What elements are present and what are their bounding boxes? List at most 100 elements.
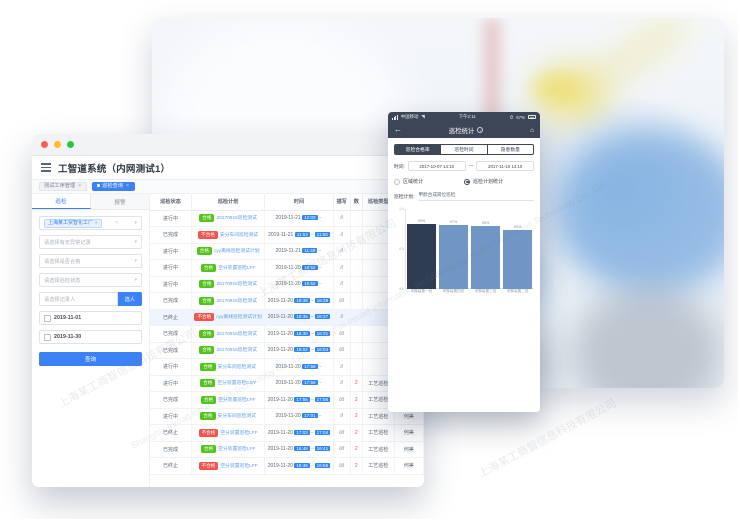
breadcrumb-tab-1[interactable]: 巡检查询 × (92, 181, 135, 192)
window-maximize-button[interactable] (67, 141, 74, 148)
plan-name[interactable]: 安分车间巡检测试 (217, 364, 256, 370)
plan-name[interactable]: 20170915巡检测试 (216, 282, 257, 288)
attachment-icon[interactable]: ∂∂ (338, 462, 345, 469)
attachment-icon[interactable]: ∂ (340, 281, 344, 288)
window-minimize-button[interactable] (54, 141, 61, 148)
chart-bar[interactable] (471, 226, 500, 289)
tab-alarm[interactable]: 报警 (91, 194, 149, 209)
cell-attachment[interactable]: ∂ (333, 226, 351, 244)
plan-name[interactable]: 空分装置巡检LFF (220, 463, 258, 469)
chart-bar-column[interactable]: 97% (439, 213, 468, 289)
attachment-icon[interactable]: ∂∂ (338, 396, 345, 403)
attachment-icon[interactable]: ∂∂ (338, 446, 345, 453)
cell-attachment[interactable]: ∂∂ (333, 391, 351, 409)
table-row[interactable]: 进行中 合格 安分车间巡检测试 2019-11-20 17:01– ∂ 2 工艺巡检 何美 (150, 408, 424, 425)
cell-attachment[interactable]: ∂ (333, 408, 351, 425)
attachment-icon[interactable]: ∂ (340, 363, 344, 370)
tab-inspection[interactable]: 巡检 (32, 194, 91, 209)
attachment-icon[interactable]: ∂∂ (338, 297, 345, 304)
window-close-button[interactable] (41, 141, 48, 148)
chevron-down-icon[interactable]: ▾ (134, 277, 137, 283)
chart-bar-column[interactable]: 90% (503, 213, 532, 289)
cell-attachment[interactable]: ∂∂ (333, 457, 351, 475)
cell-attachment[interactable]: ∂∂ (333, 342, 351, 359)
cell-attachment[interactable]: ∂ (333, 358, 351, 376)
org-select[interactable]: 上海某工贸智化工厂 × × ▾ (39, 216, 142, 230)
chart-bar[interactable] (503, 229, 532, 289)
hamburger-icon[interactable] (41, 163, 51, 172)
chevron-down-icon[interactable]: ▾ (134, 220, 137, 226)
table-row[interactable]: 进行中 合格 20170915巡检测试 2019-11-21 12:03– ∂ (150, 210, 424, 227)
plan-name[interactable]: 20170915巡检测试 (216, 331, 257, 337)
attachment-icon[interactable]: ∂ (340, 215, 344, 222)
cell-attachment[interactable]: ∂∂ (333, 424, 351, 442)
table-row[interactable]: 已完成 合格 空分装置巡检LFF 2019-11-20 16:48–16:41 ∂∂ 2 工… (150, 441, 424, 458)
breadcrumb-tab-1-close-icon[interactable]: × (125, 182, 129, 189)
org-tag-remove-icon[interactable]: × (95, 219, 98, 225)
chevron-down-icon[interactable]: ▾ (134, 258, 137, 264)
attachment-icon[interactable]: ∂ (340, 314, 344, 321)
plan-name[interactable]: 空分装置巡检LFF (218, 265, 256, 271)
cell-attachment[interactable]: ∂∂ (333, 441, 351, 458)
plan-name[interactable]: 空分装置巡检CSY (217, 381, 257, 387)
plan-name[interactable]: 空分装置巡检LFF (220, 430, 258, 436)
cell-attachment[interactable]: ∂ (333, 243, 351, 260)
cell-attachment[interactable]: ∂∂ (333, 325, 351, 343)
cell-attachment[interactable]: ∂ (333, 309, 351, 326)
table-row[interactable]: 已完成 合格 20170915巡检测试 2019-11-20 18:30–18:31 ∂… (150, 325, 424, 343)
cell-attachment[interactable]: ∂∂ (333, 292, 351, 310)
attachment-icon[interactable]: ∂ (340, 413, 344, 420)
plan-name[interactable]: 20170915巡检测试 (216, 216, 257, 222)
pick-person-button[interactable]: 选人 (117, 292, 142, 306)
table-row[interactable]: 进行中 合格 cyy离线巡检测试计划 2019-11-21 11:49– ∂ (150, 243, 424, 260)
search-button[interactable]: 查询 (39, 352, 142, 366)
org-clear-icon[interactable]: × (115, 220, 119, 226)
cell-attachment[interactable]: ∂ (333, 259, 351, 277)
table-row[interactable]: 进行中 合格 安分车间巡检测试 2019-11-20 17:59– ∂ (150, 358, 424, 376)
breadcrumb-tab-0-close-icon[interactable]: × (78, 182, 82, 189)
segment-hazard-count[interactable]: 隐患数量 (500, 148, 520, 153)
cell-attachment[interactable]: ∂ (333, 375, 351, 392)
attachment-icon[interactable]: ∂ (340, 264, 344, 271)
plan-name[interactable]: 安分车间巡检测试 (219, 232, 259, 238)
table-row[interactable]: 进行中 合格 20170915巡检测试 2019-11-20 18:52– ∂ (150, 276, 424, 293)
plan-name[interactable]: 空分装置巡检LFF (218, 397, 256, 403)
cell-attachment[interactable]: ∂ (333, 276, 351, 293)
plan-name[interactable]: 20170915巡检测试 (216, 298, 257, 304)
results-table-wrapper[interactable]: 巡检状态 巡检计划 时间 描写 数 巡检类型 巡检区域 进行中合格2017091… (150, 194, 424, 487)
attachment-icon[interactable]: ∂∂ (338, 429, 345, 436)
attachment-icon[interactable]: ∂∂ (338, 330, 345, 337)
home-icon[interactable]: ⌂ (530, 126, 534, 134)
chart-bar-column[interactable]: 99% (407, 213, 436, 289)
plan-name[interactable]: cyy离线巡检测试计划 (213, 249, 260, 255)
back-arrow-icon[interactable]: ← (394, 125, 402, 134)
chart-bar[interactable] (439, 225, 468, 289)
table-row[interactable]: 已完成 不合格 安分车间巡检测试 2019-11-21 11:53–11:56 ∂ (150, 226, 424, 244)
segment-inspection-time[interactable]: 巡检时间 (441, 145, 488, 154)
radio-plan-statistics[interactable]: 巡检计划统计 (464, 178, 534, 185)
abnormal-select[interactable]: 请选择有无异常记录 ▾ (39, 235, 142, 249)
qualified-select[interactable]: 请选择是否合格 ▾ (39, 254, 142, 268)
chart-bar[interactable] (407, 224, 436, 289)
table-row[interactable]: 已终止 不合格 cyy离线巡检测试计划 2019-11-20 18:35–18:37 ∂ (150, 309, 424, 326)
plan-name[interactable]: cyy离线巡检测试计划 (216, 315, 262, 321)
info-icon[interactable]: i (477, 127, 484, 133)
plan-name[interactable]: 20170915巡检测试 (216, 348, 257, 354)
attachment-icon[interactable]: ∂ (340, 248, 344, 255)
table-row[interactable]: 已完成 合格 20170915巡检测试 2019-11-20 18:38–18:39 ∂… (150, 292, 424, 310)
chart-bar-column[interactable]: 96% (471, 213, 500, 289)
table-row[interactable]: 进行中 合格 空分装置巡检LFF 2019-11-20 18:52– ∂ (150, 259, 424, 277)
plan-select-value[interactable]: 甲醇合成岗位巡检 (418, 192, 534, 201)
attachment-icon[interactable]: ∂ (340, 231, 344, 238)
time-range-end[interactable]: 2017-11-10 14:10 (476, 161, 535, 172)
recorder-input[interactable]: 请选择记录人 (39, 292, 118, 306)
date-start-input[interactable]: 2019-11-01 (39, 311, 142, 325)
table-row[interactable]: 已终止 不合格 空分装置巡检LFF 2019-11-20 17:03–17:04 ∂∂ 2… (150, 424, 424, 442)
attachment-icon[interactable]: ∂ (340, 380, 344, 387)
table-row[interactable]: 已完成 合格 空分装置巡检LFF 2019-11-20 17:55–17:56 ∂∂ 2 工… (150, 391, 424, 409)
cell-attachment[interactable]: ∂ (333, 210, 351, 227)
radio-area-statistics[interactable]: 区域统计 (394, 178, 464, 185)
table-row[interactable]: 已终止 不合格 空分装置巡检LFF 2019-11-20 16:48–16:55 ∂∂ 2… (150, 457, 424, 475)
plan-name[interactable]: 安分车间巡检测试 (217, 414, 256, 420)
